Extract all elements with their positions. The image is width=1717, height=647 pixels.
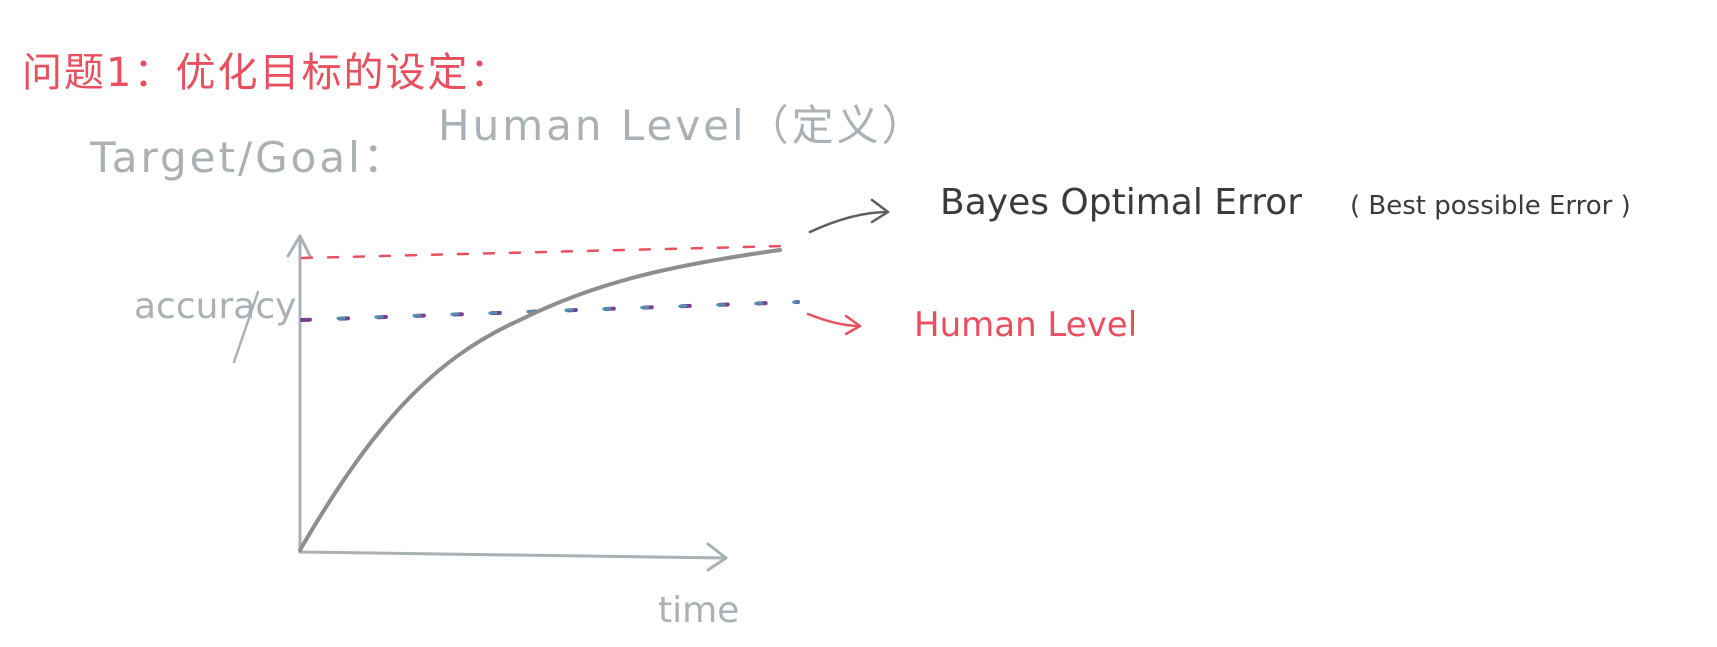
y-axis-label: accuracy [134,286,296,327]
human-level-definition: Human Level（定义） [438,101,927,150]
x-axis-label: time [658,590,739,631]
bayes-optimal-paren: ( Best possible Error ) [1350,191,1631,221]
y-axis-arrowhead [286,234,312,258]
human-level-arrowhead [844,314,862,336]
y-axis-label-tail [232,290,260,364]
bayes-arrow [808,210,890,234]
problem-title: 问题1：优化目标的设定： [22,50,511,96]
axes [286,234,728,572]
human-level-dotted-line-purple [300,300,800,322]
human-level-dotted-line-blue [318,300,800,321]
x-axis-arrowhead [706,542,728,572]
bayes-optimal-label: Bayes Optimal Error [940,182,1302,223]
human-level-arrow [806,312,862,328]
target-goal-label: Target/Goal： [89,133,408,182]
accuracy-curve [298,248,782,552]
bayes-optimal-dashed-line [300,244,788,260]
bayes-arrowhead [870,198,890,224]
human-level-label: Human Level [914,305,1137,345]
x-axis [298,550,728,560]
